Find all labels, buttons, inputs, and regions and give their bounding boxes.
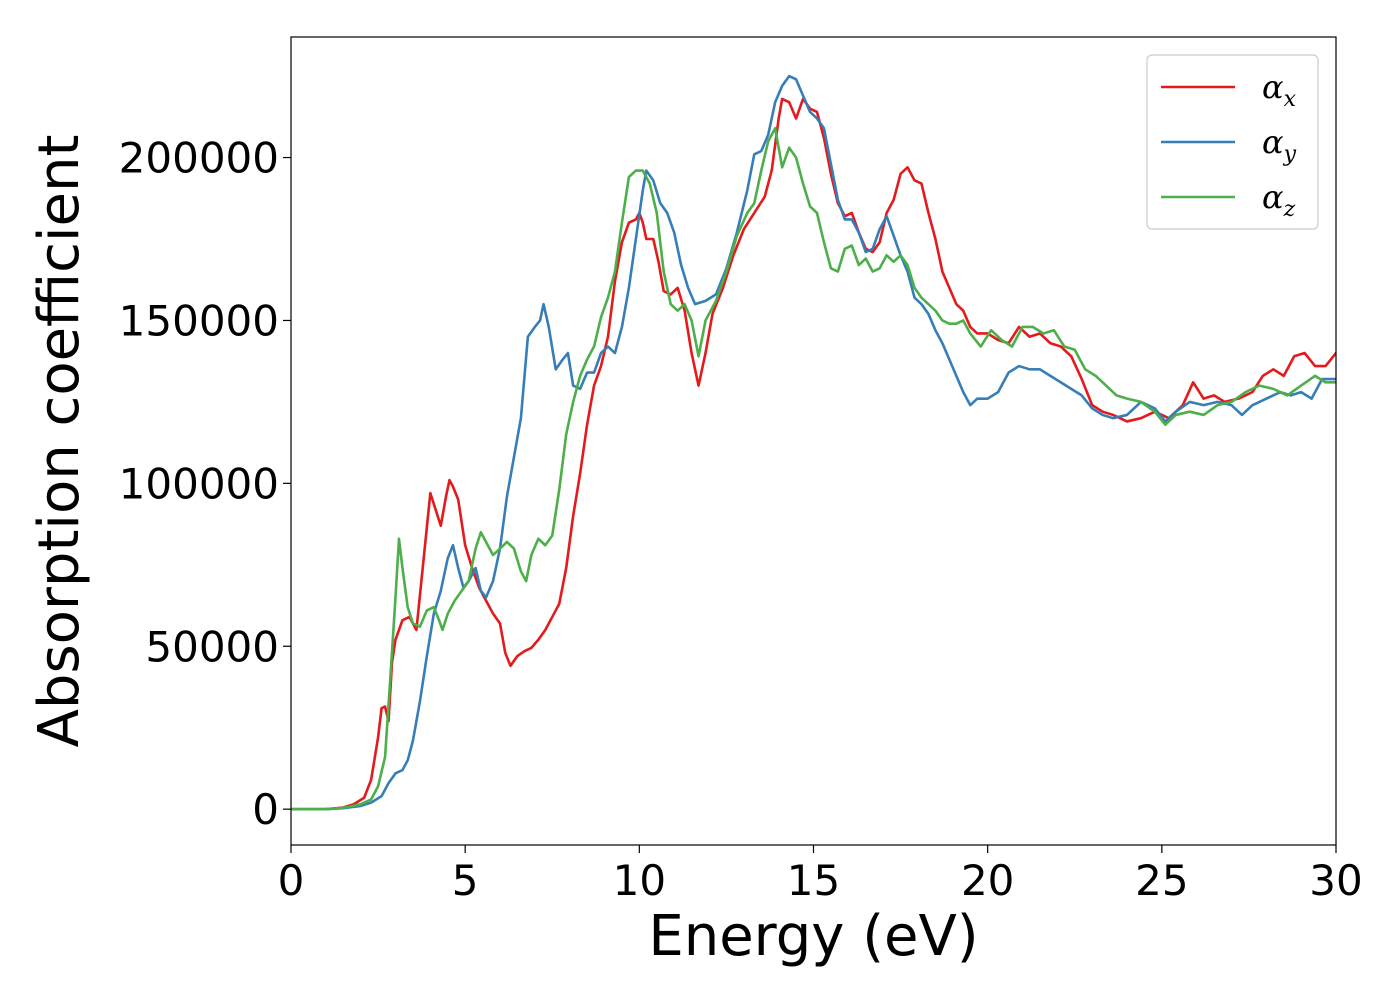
series-layer [291, 74, 1336, 811]
y-tick-label: 0 [252, 785, 279, 834]
x-axis-title: Energy (eV) [648, 904, 978, 969]
x-tick-label: 10 [613, 856, 666, 905]
series-line-y [291, 74, 1336, 811]
x-tick-label: 15 [787, 856, 840, 905]
y-tick-label: 200000 [119, 134, 279, 183]
y-tick-label: 100000 [119, 459, 279, 508]
legend-subscript-z: z [1283, 197, 1296, 222]
x-tick-label: 20 [961, 856, 1014, 905]
y-tick-label: 150000 [119, 296, 279, 345]
series-line-x [291, 97, 1336, 811]
series-line-z [291, 126, 1336, 811]
x-tick-label: 25 [1135, 856, 1188, 905]
y-tick-label: 50000 [145, 622, 279, 671]
legend-subscript-y: y [1283, 142, 1297, 167]
x-tick-label: 0 [278, 856, 305, 905]
y-axis-title: Absorption coefficient [27, 135, 92, 748]
legend-label-x: αx [1262, 68, 1297, 112]
x-axis-ticks: 0 5 10 15 20 25 30 [278, 845, 1363, 905]
x-tick-label: 5 [452, 856, 479, 905]
legend-subscript-x: x [1284, 87, 1297, 112]
y-axis-ticks: 0 50000 100000 150000 200000 [119, 134, 291, 834]
x-tick-label: 30 [1309, 856, 1362, 905]
